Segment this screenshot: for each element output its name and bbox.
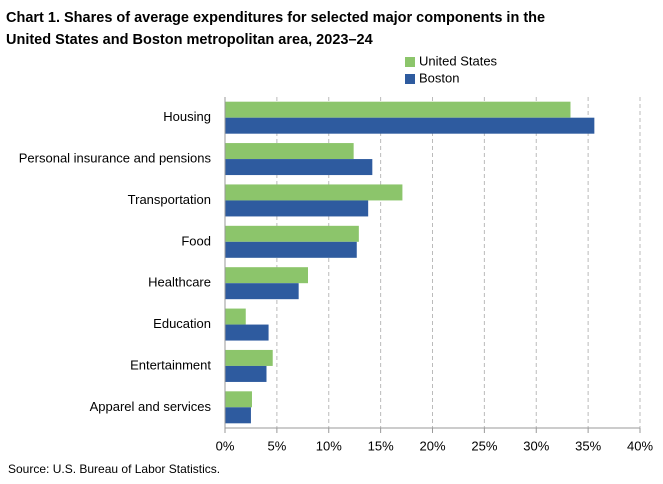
bar bbox=[225, 407, 251, 424]
y-tick-label: Transportation bbox=[128, 192, 211, 207]
x-tick-label: 25% bbox=[471, 438, 497, 453]
x-tick-label: 15% bbox=[368, 438, 394, 453]
bar bbox=[225, 267, 308, 284]
legend-label: United States bbox=[419, 53, 498, 68]
bar bbox=[225, 324, 269, 341]
legend-swatch bbox=[405, 57, 415, 67]
y-tick-label: Housing bbox=[163, 109, 211, 124]
bar bbox=[225, 349, 273, 366]
legend-label: Boston bbox=[419, 70, 459, 85]
y-tick-label: Apparel and services bbox=[90, 399, 212, 414]
y-tick-label: Food bbox=[181, 233, 211, 248]
bar bbox=[225, 184, 403, 201]
y-tick-label: Education bbox=[153, 316, 211, 331]
x-tick-label: 40% bbox=[627, 438, 653, 453]
legend-swatch bbox=[405, 74, 415, 84]
bar bbox=[225, 283, 299, 300]
bar bbox=[225, 241, 357, 258]
x-tick-label: 5% bbox=[267, 438, 286, 453]
x-tick-label: 20% bbox=[419, 438, 445, 453]
y-tick-label: Personal insurance and pensions bbox=[19, 151, 212, 166]
y-tick-label: Healthcare bbox=[148, 275, 211, 290]
bar bbox=[225, 225, 359, 242]
x-tick-label: 35% bbox=[575, 438, 601, 453]
source-note: Source: U.S. Bureau of Labor Statistics. bbox=[8, 462, 220, 476]
x-tick-label: 10% bbox=[316, 438, 342, 453]
bar bbox=[225, 159, 373, 176]
bar bbox=[225, 391, 252, 408]
x-tick-label: 30% bbox=[523, 438, 549, 453]
y-tick-label: Entertainment bbox=[130, 357, 211, 372]
bar bbox=[225, 143, 354, 160]
chart-title: Chart 1. Shares of average expenditures … bbox=[6, 10, 545, 26]
bar bbox=[225, 200, 369, 217]
bar bbox=[225, 365, 267, 382]
bar bbox=[225, 308, 246, 325]
bar bbox=[225, 117, 595, 134]
x-tick-label: 0% bbox=[216, 438, 235, 453]
chart-title: United States and Boston metropolitan ar… bbox=[6, 32, 373, 48]
bar bbox=[225, 101, 571, 118]
